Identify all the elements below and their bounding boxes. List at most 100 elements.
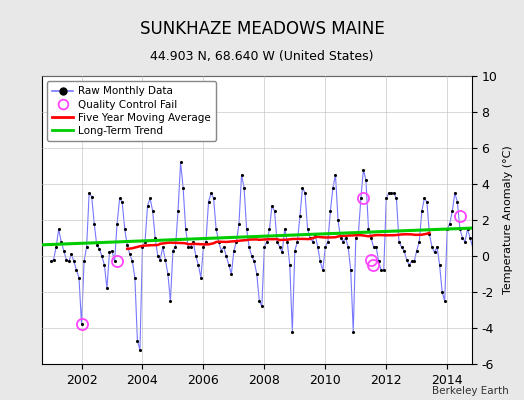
Point	[273, 238, 281, 245]
Point	[177, 159, 185, 166]
Text: 44.903 N, 68.640 W (United States): 44.903 N, 68.640 W (United States)	[150, 50, 374, 63]
Point	[382, 195, 390, 202]
Point	[57, 238, 66, 245]
Point	[171, 244, 180, 250]
Point	[418, 208, 426, 214]
Point	[72, 267, 81, 274]
Point	[359, 166, 368, 173]
Point	[377, 267, 385, 274]
Point	[405, 262, 413, 268]
Point	[478, 208, 487, 214]
Point	[138, 244, 147, 250]
Point	[88, 193, 96, 200]
Point	[90, 220, 99, 227]
Point	[303, 226, 312, 232]
Point	[181, 226, 190, 232]
Point	[60, 247, 68, 254]
Point	[336, 235, 345, 241]
Point	[456, 226, 464, 232]
Point	[192, 253, 200, 259]
Point	[199, 244, 208, 250]
Point	[326, 208, 335, 214]
Point	[443, 226, 451, 232]
Point	[425, 231, 434, 238]
Point	[161, 256, 170, 263]
Point	[354, 231, 363, 238]
Point	[476, 235, 484, 241]
Point	[471, 244, 479, 250]
Point	[144, 202, 152, 209]
Point	[166, 298, 174, 304]
Point	[342, 235, 350, 241]
Point	[70, 258, 78, 265]
Point	[47, 258, 55, 265]
Point	[123, 242, 132, 248]
Point	[372, 244, 380, 250]
Point	[276, 244, 284, 250]
Point	[260, 244, 269, 250]
Point	[111, 258, 119, 265]
Point	[324, 238, 332, 245]
Point	[113, 220, 121, 227]
Point	[230, 247, 238, 254]
Point	[301, 190, 309, 196]
Point	[306, 235, 314, 241]
Point	[316, 258, 324, 265]
Point	[263, 238, 271, 245]
Point	[400, 247, 408, 254]
Point	[311, 231, 319, 238]
Point	[220, 244, 228, 250]
Point	[212, 226, 220, 232]
Point	[118, 199, 126, 205]
Point	[415, 238, 423, 245]
Point	[321, 244, 330, 250]
Point	[222, 253, 231, 259]
Point	[237, 172, 246, 178]
Point	[93, 242, 101, 248]
Point	[344, 244, 352, 250]
Point	[225, 262, 233, 268]
Point	[364, 226, 373, 232]
Point	[367, 235, 375, 241]
Point	[196, 274, 205, 281]
Point	[148, 208, 157, 214]
Point	[486, 220, 495, 227]
Point	[499, 213, 507, 220]
Point	[445, 220, 454, 227]
Point	[395, 238, 403, 245]
Point	[296, 213, 304, 220]
Point	[481, 190, 489, 196]
Point	[402, 256, 411, 263]
Point	[329, 184, 337, 191]
Point	[362, 177, 370, 184]
Point	[255, 298, 264, 304]
Point	[453, 199, 462, 205]
Point	[207, 190, 215, 196]
Point	[85, 190, 93, 196]
Point	[214, 238, 223, 245]
Point	[496, 213, 505, 220]
Point	[146, 195, 154, 202]
Point	[468, 244, 477, 250]
Point	[265, 226, 274, 232]
Point	[278, 249, 286, 256]
Point	[466, 235, 474, 241]
Point	[357, 195, 365, 202]
Point	[352, 235, 360, 241]
Point	[240, 184, 248, 191]
Point	[75, 274, 83, 281]
Point	[100, 262, 108, 268]
Point	[268, 202, 276, 209]
Point	[247, 253, 256, 259]
Point	[451, 190, 459, 196]
Point	[369, 244, 378, 250]
Point	[217, 247, 225, 254]
Point	[346, 267, 355, 274]
Point	[349, 328, 357, 335]
Point	[331, 172, 340, 178]
Point	[141, 238, 149, 245]
Point	[313, 244, 322, 250]
Legend: Raw Monthly Data, Quality Control Fail, Five Year Moving Average, Long-Term Tren: Raw Monthly Data, Quality Control Fail, …	[47, 81, 216, 141]
Point	[210, 195, 218, 202]
Point	[280, 226, 289, 232]
